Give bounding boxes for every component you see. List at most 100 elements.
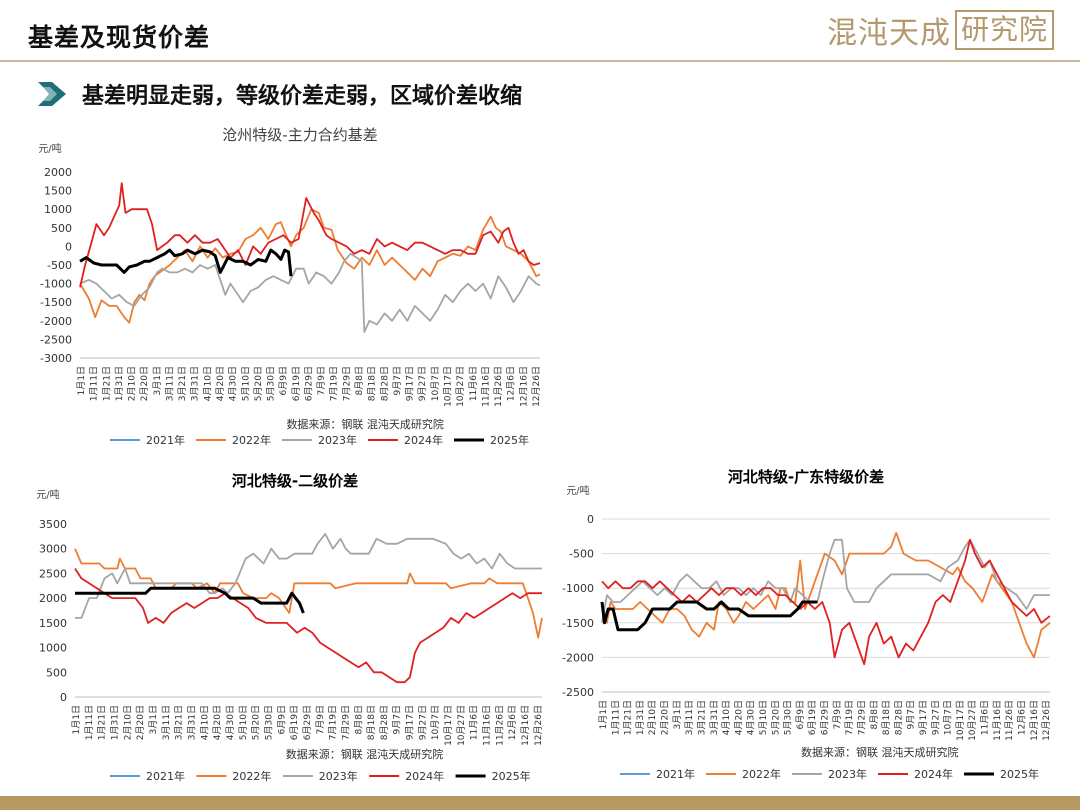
x-tick-label: 5月10日: [240, 366, 251, 401]
legend-label: 2025年: [492, 769, 531, 783]
x-tick-label: 10月17日: [442, 366, 453, 407]
series-line-2024: [601, 538, 1051, 666]
legend-label: 2025年: [1000, 767, 1039, 781]
y-unit-label: 元/吨: [38, 142, 61, 155]
x-tick-label: 6月9日: [276, 705, 287, 734]
x-tick-label: 3月21日: [696, 700, 707, 735]
x-tick-label: 10月27日: [967, 700, 978, 741]
x-tick-label: 1月31日: [109, 705, 120, 740]
x-tick-label: 12月16日: [1029, 700, 1040, 741]
x-tick-label: 6月29日: [820, 700, 831, 735]
x-tick-label: 3月21日: [177, 366, 188, 401]
x-tick-label: 2月10日: [647, 700, 658, 735]
legend-label: 2022年: [232, 769, 271, 783]
series-line-2025: [600, 600, 818, 632]
y-tick-label: 0: [65, 240, 72, 253]
x-tick-label: 3月21日: [174, 705, 185, 740]
x-tick-label: 2月20日: [135, 705, 146, 740]
x-tick-label: 8月28日: [893, 700, 904, 735]
x-tick-label: 4月30日: [225, 705, 236, 740]
x-tick-label: 9月27日: [930, 700, 941, 735]
x-tick-label: 10月27日: [456, 705, 467, 746]
y-unit-label: 元/吨: [566, 484, 589, 497]
x-tick-label: 11月6日: [469, 705, 480, 740]
legend-label: 2025年: [490, 433, 529, 447]
x-tick-label: 5月30日: [263, 705, 274, 740]
y-tick-label: -1000: [562, 582, 594, 595]
x-tick-label: 8月18日: [881, 700, 892, 735]
x-tick-label: 8月18日: [367, 366, 378, 401]
x-tick-label: 3月1日: [672, 700, 683, 729]
x-tick-label: 4月10日: [202, 366, 213, 401]
y-tick-label: 2000: [44, 166, 72, 179]
x-tick-label: 1月21日: [97, 705, 108, 740]
x-tick-label: 5月30日: [266, 366, 277, 401]
x-tick-label: 1月21日: [101, 366, 112, 401]
y-tick-label: -3000: [40, 352, 72, 365]
x-tick-label: 3月31日: [190, 366, 201, 401]
x-tick-label: 12月26日: [533, 705, 544, 746]
x-tick-label: 12月6日: [507, 705, 518, 740]
x-tick-label: 11月26日: [494, 705, 505, 746]
chart-title: 河北特级-广东特级价差: [728, 468, 884, 486]
y-tick-label: 2000: [39, 592, 67, 605]
series-line-2023: [75, 533, 542, 619]
x-tick-label: 1月11日: [610, 700, 621, 735]
x-tick-label: 9月7日: [906, 700, 917, 729]
x-tick-label: 4月30日: [746, 700, 757, 735]
x-tick-label: 6月19日: [289, 705, 300, 740]
x-tick-label: 4月20日: [733, 700, 744, 735]
x-tick-label: 3月11日: [164, 366, 175, 401]
x-tick-label: 1月21日: [623, 700, 634, 735]
y-tick-label: -500: [47, 259, 72, 272]
x-tick-label: 8月8日: [353, 705, 364, 734]
x-tick-label: 7月29日: [856, 700, 867, 735]
x-tick-label: 5月20日: [253, 366, 264, 401]
y-tick-label: 0: [587, 513, 594, 526]
legend-label: 2021年: [146, 769, 185, 783]
x-tick-label: 11月6日: [980, 700, 991, 735]
x-tick-label: 10月27日: [455, 366, 466, 407]
y-tick-label: -1500: [40, 296, 72, 309]
legend-label: 2021年: [146, 433, 185, 447]
y-tick-label: -2000: [40, 315, 72, 328]
y-tick-label: -2500: [562, 686, 594, 699]
x-tick-label: 2月20日: [660, 700, 671, 735]
section-heading: 基差明显走弱，等级价差走弱，区域价差收缩: [36, 78, 522, 110]
legend-label: 2024年: [404, 433, 443, 447]
x-tick-label: 2月10日: [122, 705, 133, 740]
x-tick-label: 4月10日: [721, 700, 732, 735]
x-tick-label: 10月7日: [943, 700, 954, 735]
x-tick-label: 3月1日: [148, 705, 159, 734]
x-tick-label: 9月27日: [417, 705, 428, 740]
x-tick-label: 10月7日: [430, 705, 441, 740]
x-tick-label: 4月10日: [199, 705, 210, 740]
legend-label: 2024年: [914, 767, 953, 781]
chevron-right-icon: [38, 82, 66, 106]
footer-bar: [0, 796, 1080, 810]
x-tick-label: 8月28日: [379, 705, 390, 740]
x-tick-label: 6月9日: [278, 366, 289, 395]
x-tick-label: 2月10日: [127, 366, 138, 401]
y-tick-label: 1000: [39, 642, 67, 655]
x-tick-label: 4月30日: [228, 366, 239, 401]
source-note: 数据来源：钢联 混沌天成研究院: [801, 745, 959, 759]
x-tick-label: 11月6日: [468, 366, 479, 401]
source-note: 数据来源：钢联 混沌天成研究院: [286, 747, 444, 761]
x-tick-label: 7月19日: [329, 366, 340, 401]
x-tick-label: 7月9日: [832, 700, 843, 729]
x-tick-label: 9月17日: [918, 700, 929, 735]
y-tick-label: 1500: [39, 617, 67, 630]
x-tick-label: 9月17日: [405, 366, 416, 401]
x-tick-label: 1月31日: [114, 366, 125, 401]
x-tick-label: 6月19日: [291, 366, 302, 401]
x-tick-label: 11月16日: [482, 705, 493, 746]
x-tick-label: 7月9日: [315, 705, 326, 734]
series-line-2022: [74, 548, 543, 639]
y-tick-label: 0: [60, 691, 67, 704]
source-note: 数据来源：钢联 混沌天成研究院: [286, 417, 444, 431]
page-title: 基差及现货价差: [28, 23, 211, 52]
x-tick-label: 12月26日: [531, 366, 542, 407]
